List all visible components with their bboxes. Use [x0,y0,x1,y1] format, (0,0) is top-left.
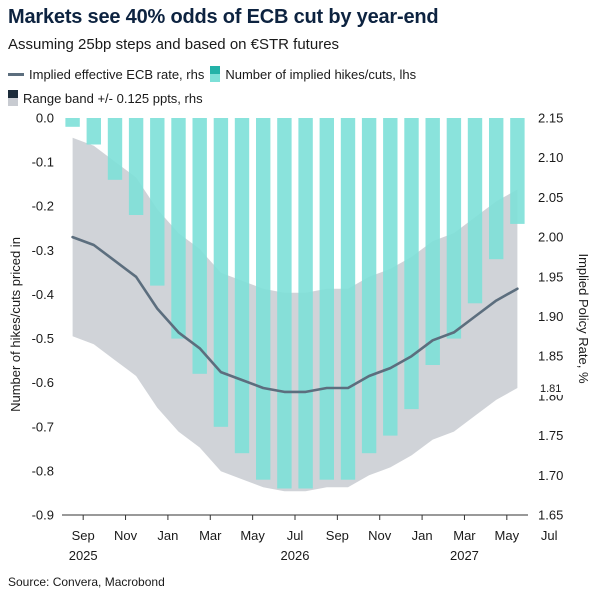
bar-mark [171,118,186,339]
bar-mark [489,118,504,260]
x-tick-label: Sep [72,528,95,543]
x-tick-label: Nov [368,528,392,543]
left-tick-label: -0.6 [32,375,54,390]
chart-subtitle: Assuming 25bp steps and based on €STR fu… [8,36,340,53]
bar-mark [128,118,144,215]
right-tick-label: 1.75 [538,428,563,443]
bar-mark [192,118,207,374]
legend-row-2: Range band +/- 0.125 ppts, rhs [8,90,203,106]
bar-mark [234,118,250,454]
bar-mark [361,118,377,454]
x-tick-label: Mar [453,528,476,543]
bar-mark [298,118,313,489]
bar-mark [319,118,334,480]
right-axis-title: Implied Policy Rate, % [576,253,591,383]
rate-line [71,235,519,394]
bar-mark [467,118,483,304]
bar-mark [256,118,271,480]
bar-mark [425,118,440,365]
bar-mark [107,118,123,180]
left-tick-label: -0.2 [32,199,54,214]
x-year-label: 2026 [281,548,310,563]
right-tick-label: 1.90 [538,309,563,324]
x-year-label: 2025 [69,548,98,563]
bar-mark [213,118,229,427]
bar-mark [150,118,165,286]
legend-line-label: Implied effective ECB rate, rhs [29,66,205,82]
bar-mark [86,118,101,145]
source-note: Source: Convera, Macrobond [8,575,165,589]
right-tick-label: 1.85 [538,349,563,364]
legend-line-swatch [8,72,24,76]
left-tick-label: -0.9 [32,508,54,523]
left-tick-label: -0.3 [32,243,54,258]
legend-bars-swatch [210,66,221,82]
right-tick-label: 2.05 [538,190,563,205]
legend-band-label: Range band +/- 0.125 ppts, rhs [23,90,203,106]
x-tick-label: Jan [157,528,178,543]
x-tick-label: Mar [199,528,222,543]
legend-band-swatch [8,90,18,106]
bar-mark [510,118,525,224]
bar-mark [383,118,398,436]
right-highlight-label: 1.81 [540,383,561,395]
right-tick-label: 2.00 [538,230,563,245]
x-tick-label: Jan [412,528,433,543]
bar-mark [65,118,80,127]
left-tick-label: -0.1 [32,155,54,170]
left-tick-label: -0.5 [32,331,54,346]
x-tick-label: Sep [326,528,349,543]
left-tick-label: -0.4 [32,287,54,302]
bar-mark [446,118,462,339]
right-tick-label: 1.65 [538,508,563,523]
left-tick-label: -0.7 [32,419,54,434]
chart-title: Markets see 40% odds of ECB cut by year-… [8,6,439,28]
bar-mark [277,118,292,489]
right-tick-label: 2.10 [538,150,563,165]
x-tick-label: May [240,528,265,543]
right-tick-label: 2.15 [538,111,563,126]
x-year-label: 2027 [450,548,479,563]
bar-mark [340,118,356,480]
x-tick-label: Nov [114,528,138,543]
right-tick-label: 1.70 [538,468,563,483]
left-axis-title: Number of hikes/cuts priced in [8,237,23,412]
right-highlight-bg [536,380,566,395]
bar-mark [404,118,419,410]
left-tick-label: -0.8 [32,463,54,478]
x-tick-label: Jul [541,528,558,543]
legend-bars-label: Number of implied hikes/cuts, lhs [225,66,417,82]
x-tick-label: May [495,528,520,543]
right-tick-label: 1.95 [538,269,563,284]
x-tick-label: Jul [287,528,304,543]
left-tick-label: 0.0 [36,111,54,126]
legend-row-1: Implied effective ECB rate, rhs Number o… [8,66,416,82]
